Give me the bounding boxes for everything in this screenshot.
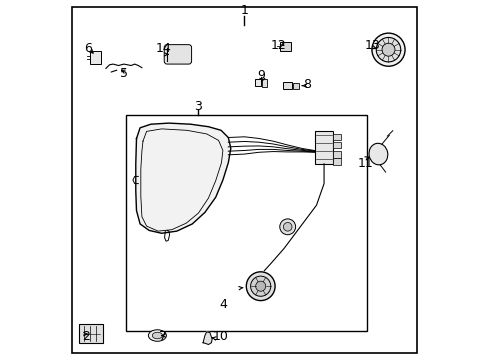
Text: 2: 2 [82,330,90,343]
Circle shape [255,281,265,291]
Text: 3: 3 [193,100,201,113]
Text: 9: 9 [256,69,264,82]
FancyBboxPatch shape [292,83,299,89]
FancyBboxPatch shape [333,134,341,140]
Circle shape [279,219,295,235]
Text: 7: 7 [159,330,167,343]
Ellipse shape [152,332,162,339]
Text: 1: 1 [240,4,248,17]
Text: 12: 12 [270,39,286,51]
FancyBboxPatch shape [255,79,261,86]
FancyBboxPatch shape [333,142,341,148]
FancyBboxPatch shape [261,79,266,87]
FancyBboxPatch shape [314,131,333,164]
Text: 10: 10 [213,330,228,343]
Text: 8: 8 [303,78,311,91]
FancyBboxPatch shape [79,324,103,343]
FancyBboxPatch shape [89,51,101,64]
Ellipse shape [368,143,387,165]
FancyBboxPatch shape [333,158,341,165]
Circle shape [250,276,270,296]
FancyBboxPatch shape [279,42,291,51]
FancyBboxPatch shape [164,45,191,64]
Circle shape [381,43,394,56]
Text: 5: 5 [120,67,128,80]
Text: 6: 6 [84,42,92,55]
FancyBboxPatch shape [283,82,291,89]
Circle shape [283,222,291,231]
Text: 4: 4 [219,298,226,311]
Circle shape [246,272,275,301]
Ellipse shape [148,330,166,341]
Text: 13: 13 [364,39,379,51]
Circle shape [375,37,400,62]
Text: 14: 14 [155,42,171,55]
Polygon shape [203,332,212,345]
Text: 11: 11 [357,157,372,170]
FancyBboxPatch shape [333,151,341,158]
Circle shape [371,33,404,66]
Polygon shape [136,123,230,233]
